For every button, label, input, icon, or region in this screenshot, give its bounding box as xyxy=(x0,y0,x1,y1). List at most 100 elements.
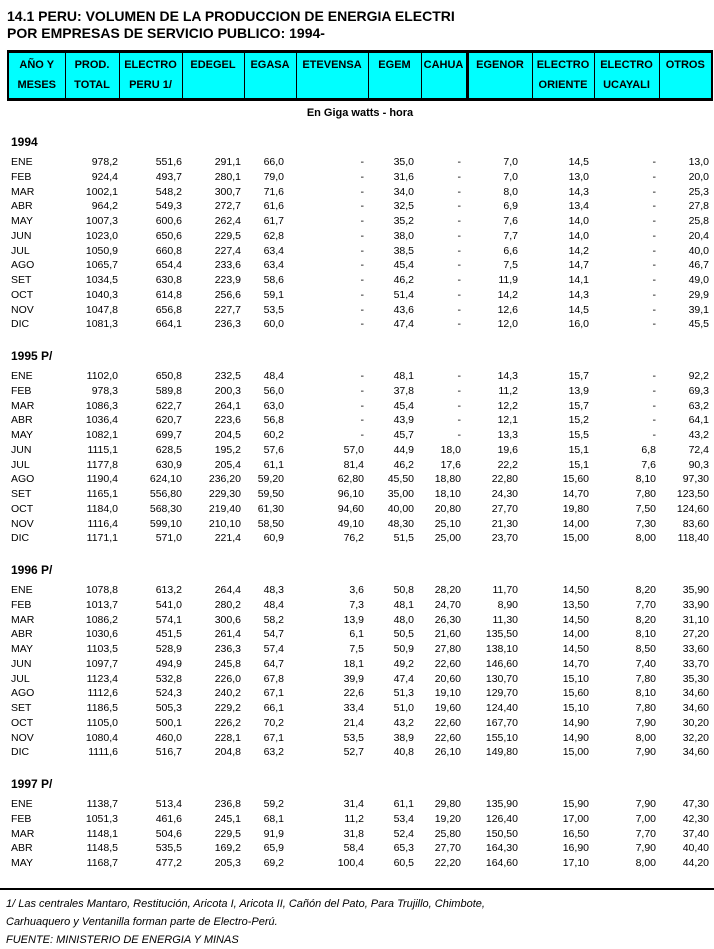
value-cell: 7,30 xyxy=(635,517,656,530)
value-cell: 26,10 xyxy=(434,746,461,759)
value-cell: 66,0 xyxy=(263,156,284,168)
value-cell: 14,50 xyxy=(562,584,589,596)
value-cell: 589,8 xyxy=(155,384,182,397)
value-cell: 92,2 xyxy=(688,370,709,382)
value-cell: 18,80 xyxy=(434,473,461,486)
header-line1: CAHUA xyxy=(423,59,464,71)
value-cell: 256,6 xyxy=(214,288,241,301)
value-cell: 149,80 xyxy=(485,746,518,759)
value-cell: 53,5 xyxy=(263,303,284,316)
header-line2: ORIENTE xyxy=(538,79,588,91)
value-cell: 229,5 xyxy=(214,827,241,840)
value-cell: 6,9 xyxy=(503,200,518,213)
value-cell: - xyxy=(457,215,462,227)
value-cell: 17,6 xyxy=(440,458,461,471)
value-cell: 493,7 xyxy=(155,170,182,183)
value-cell: 16,50 xyxy=(562,827,589,840)
value-cell: 24,70 xyxy=(434,598,461,611)
value-cell: - xyxy=(652,429,657,441)
value-cell: 7,70 xyxy=(635,598,656,611)
month-label: MAY xyxy=(11,429,33,441)
value-cell: 67,1 xyxy=(263,731,284,744)
table-row: MAY 1082,1 699,7 204,5 60,2 - 45,7 - 13,3 15,5 - 43… xyxy=(8,428,712,443)
value-cell: - xyxy=(652,259,657,272)
value-cell: 8,90 xyxy=(497,598,518,611)
value-cell: 7,0 xyxy=(503,170,518,183)
value-cell: - xyxy=(457,244,462,257)
value-cell: 81,4 xyxy=(343,458,364,471)
value-cell: 27,8 xyxy=(688,200,709,213)
table-row: ENE 1102,0 650,8 232,5 48,4 - 48,1 - 14,3 15,7 - 92… xyxy=(8,369,712,384)
value-cell: 27,20 xyxy=(682,628,709,641)
value-cell: 535,5 xyxy=(155,842,182,855)
value-cell: 62,80 xyxy=(337,473,364,486)
value-cell: 21,60 xyxy=(434,628,461,641)
value-cell: 63,2 xyxy=(688,399,709,412)
value-cell: 164,30 xyxy=(485,842,518,855)
value-cell: 155,10 xyxy=(485,731,518,744)
value-cell: 17,00 xyxy=(562,812,589,825)
value-cell: 14,3 xyxy=(497,370,518,382)
value-cell: 124,40 xyxy=(485,702,518,714)
table-row: JUL 1123,4 532,8 226,0 67,8 39,9 47,4 20,60 130,… xyxy=(8,672,712,687)
value-cell: 19,80 xyxy=(562,502,589,515)
value-cell: 229,2 xyxy=(214,702,241,714)
value-cell: 6,8 xyxy=(641,443,656,456)
table-row: OCT 1184,0 568,30 219,40 61,30 94,60 40,00 20,8… xyxy=(8,502,712,517)
table-row: ENE 1138,7 513,4 236,8 59,2 31,4 61,1 29,80 135,… xyxy=(8,797,712,812)
value-cell: 59,20 xyxy=(257,473,284,486)
value-cell: 500,1 xyxy=(155,716,182,729)
header-line2 xyxy=(469,75,532,95)
value-cell: 1097,7 xyxy=(85,657,118,670)
value-cell: 200,3 xyxy=(214,384,241,397)
value-cell: 34,60 xyxy=(682,687,709,700)
value-cell: 978,3 xyxy=(91,384,118,397)
value-cell: 43,2 xyxy=(393,716,414,729)
value-cell: - xyxy=(360,399,365,412)
value-cell: 37,8 xyxy=(393,384,414,397)
month-label: SET xyxy=(11,274,32,286)
value-cell: 31,8 xyxy=(343,827,364,840)
value-cell: - xyxy=(360,414,365,427)
value-cell: 494,9 xyxy=(155,657,182,670)
value-cell: 44,9 xyxy=(393,443,414,456)
value-cell: 33,70 xyxy=(682,657,709,670)
month-label: DIC xyxy=(11,532,30,545)
value-cell: 15,1 xyxy=(568,443,589,456)
value-cell: 63,4 xyxy=(263,244,284,257)
value-cell: 15,90 xyxy=(562,798,589,810)
value-cell: 1165,1 xyxy=(86,488,118,500)
value-cell: 15,7 xyxy=(568,370,589,382)
value-cell: 12,1 xyxy=(497,414,518,427)
value-cell: 227,7 xyxy=(214,303,241,316)
value-cell: 8,00 xyxy=(635,857,656,869)
value-cell: 264,1 xyxy=(214,399,241,412)
value-cell: 47,4 xyxy=(393,672,414,685)
value-cell: 47,30 xyxy=(682,798,709,810)
value-cell: 236,20 xyxy=(208,473,241,486)
value-cell: 22,6 xyxy=(343,687,364,700)
value-cell: 22,60 xyxy=(434,731,461,744)
value-cell: 1051,3 xyxy=(85,812,118,825)
table-row: MAR 1086,2 574,1 300,6 58,2 13,9 48,0 26,30 11,3… xyxy=(8,613,712,628)
value-cell: 58,4 xyxy=(343,842,364,855)
value-cell: 513,4 xyxy=(155,798,182,810)
value-cell: 48,1 xyxy=(393,598,414,611)
value-cell: 45,4 xyxy=(393,399,414,412)
month-label: AGO xyxy=(11,473,35,486)
value-cell: 13,3 xyxy=(497,429,518,441)
value-cell: 8,50 xyxy=(635,643,656,655)
month-label: JUL xyxy=(11,458,30,471)
value-cell: 229,5 xyxy=(214,229,241,242)
table-row: NOV 1047,8 656,8 227,7 53,5 - 43,6 - 12,6 14,5 - 39… xyxy=(8,303,712,318)
value-cell: 3,6 xyxy=(349,584,364,596)
value-cell: 14,50 xyxy=(562,643,589,655)
value-cell: 664,1 xyxy=(155,318,182,331)
value-cell: 69,2 xyxy=(263,857,284,869)
value-cell: 28,20 xyxy=(434,584,461,596)
value-cell: - xyxy=(457,303,462,316)
value-cell: - xyxy=(457,170,462,183)
value-cell: 1168,7 xyxy=(86,857,118,869)
value-cell: 40,00 xyxy=(387,502,414,515)
table-row: MAR 1086,3 622,7 264,1 63,0 - 45,4 - 12,2 15,7 - 63… xyxy=(8,399,712,414)
